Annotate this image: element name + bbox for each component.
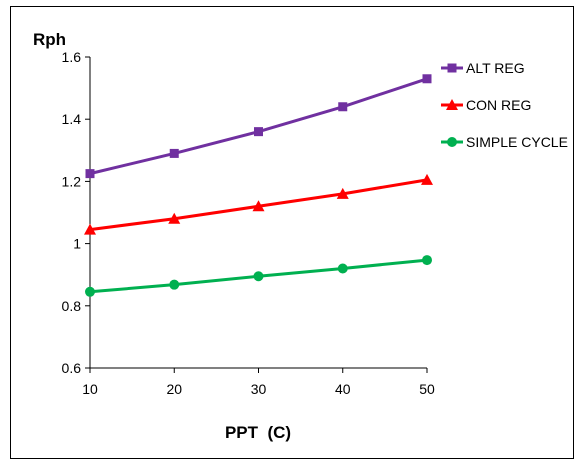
data-point-alt-reg [338,102,348,112]
y-tick-label: 0.8 [62,298,82,314]
data-point-alt-reg [85,169,95,179]
data-point-alt-reg [422,74,432,84]
x-axis-title: PPT (C) [225,423,291,442]
axes [89,57,427,369]
x-ticks: 10 20 30 40 50 [82,368,435,397]
series-line-alt-reg [89,77,428,176]
data-point-con-reg [336,187,349,199]
legend-marker-simple-cycle [447,137,457,147]
data-point-alt-reg [254,127,263,137]
data-point-simple-cycle [253,271,264,282]
legend-label-con-reg: CON REG [466,97,531,113]
x-tick-label: 30 [251,381,267,397]
data-point-simple-cycle [422,255,432,266]
y-tick-label: 1 [73,236,81,252]
line-chart: 0.60.811.21.41.6 10 20 30 40 50 Rph PPT (C) … [33,30,568,442]
data-point-alt-reg [169,148,179,158]
y-tick-label: 1.4 [62,111,82,127]
data-point-con-reg [252,200,265,212]
legend-marker-con-reg [446,99,458,110]
x-tick-label: 20 [166,381,182,397]
data-point-simple-cycle [169,279,180,290]
chart-frame: 0.6 0.8 1 1.2 1.4 1.6 10 20 30 40 50 Rph PPT (C) … [10,6,574,459]
data-point-con-reg [421,173,433,185]
y-ticks: 0.6 0.8 1 1.2 1.4 1.6 [62,49,90,376]
x-tick-label: 10 [82,381,98,397]
y-tick-label: 1.6 [62,49,82,65]
data-point-con-reg [84,223,96,235]
legend-label-alt-reg: ALT REG [466,60,525,76]
y-tick-label: 1.2 [62,173,82,189]
legend-label-simple-cycle: SIMPLE CYCLE [466,134,568,150]
legend-marker-alt-reg [447,63,457,73]
legend: ALT REG CON REG SIMPLE CYCLE [441,60,568,150]
series-layer [84,74,433,297]
data-point-simple-cycle [337,263,348,274]
x-tick-label: 50 [419,381,435,397]
y-tick-label: 0.6 [62,360,82,376]
data-point-con-reg [168,212,181,224]
x-tick-label: 40 [335,381,351,397]
y-axis-title: Rph [33,30,66,49]
data-point-simple-cycle [85,286,95,297]
